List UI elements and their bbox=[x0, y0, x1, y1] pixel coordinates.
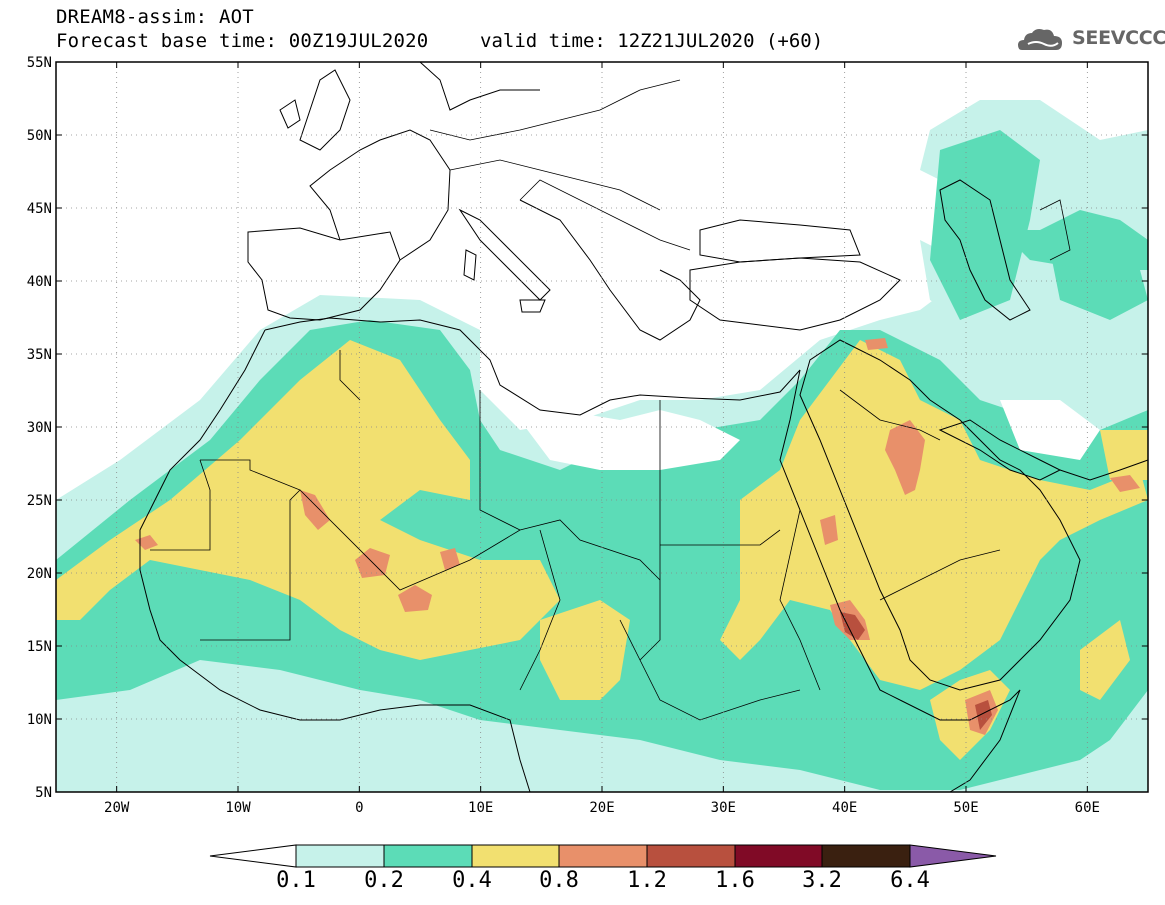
colorbar-swatch-below bbox=[209, 844, 297, 868]
country-borders bbox=[150, 79, 1071, 721]
lon-tick-label: 50E bbox=[953, 800, 978, 816]
colorbar-swatch-6 bbox=[734, 844, 823, 868]
lat-tick-label: 25N bbox=[27, 493, 52, 509]
lat-tick-label: 5N bbox=[35, 785, 52, 801]
lat-tick-label: 15N bbox=[27, 639, 52, 655]
lon-tick-label: 40E bbox=[832, 800, 857, 816]
lon-tick-label: 0 bbox=[355, 800, 363, 816]
colorbar-label: 0.1 bbox=[276, 868, 316, 893]
lon-tick-label: 20E bbox=[589, 800, 614, 816]
coastlines bbox=[139, 62, 1148, 792]
lat-tick-label: 20N bbox=[27, 566, 52, 582]
logo-text: SEEVCCC bbox=[1072, 27, 1165, 49]
aot-level-1-2 bbox=[840, 612, 992, 730]
colorbar-label: 0.2 bbox=[364, 868, 404, 893]
lon-tick-label: 20W bbox=[104, 800, 130, 816]
colorbar-label: 0.4 bbox=[452, 868, 492, 893]
colorbar-swatch-5 bbox=[646, 844, 736, 868]
colorbar-label: 6.4 bbox=[890, 868, 930, 893]
lat-tick-label: 50N bbox=[27, 128, 52, 144]
lat-tick-label: 55N bbox=[27, 55, 52, 71]
colorbar-swatch-7 bbox=[821, 844, 911, 868]
colorbar-label: 1.2 bbox=[627, 868, 667, 893]
lat-tick-label: 45N bbox=[27, 201, 52, 217]
lon-tick-label: 10E bbox=[468, 800, 493, 816]
colorbar-swatch-3 bbox=[471, 844, 560, 868]
clean-air-patch bbox=[520, 400, 1100, 470]
lat-tick-label: 35N bbox=[27, 347, 52, 363]
colorbar-label: 1.6 bbox=[715, 868, 755, 893]
colorbar-swatch-above bbox=[909, 844, 997, 868]
lon-tick-label: 60E bbox=[1075, 800, 1100, 816]
cloud-logo-icon bbox=[1018, 29, 1062, 50]
lat-lon-grid bbox=[56, 62, 1148, 792]
lon-tick-label: 30E bbox=[711, 800, 736, 816]
colorbar-label: 0.8 bbox=[539, 868, 579, 893]
map-title: DREAM8-assim: AOT bbox=[56, 6, 254, 28]
colorbar-swatch-2 bbox=[383, 844, 473, 868]
colorbar-swatch-4 bbox=[558, 844, 648, 868]
lat-tick-label: 30N bbox=[27, 420, 52, 436]
colorbar-label: 3.2 bbox=[802, 868, 842, 893]
valid-time: valid time: 12Z21JUL2020 (+60) bbox=[480, 30, 824, 52]
lon-tick-label: 10W bbox=[225, 800, 251, 816]
lat-tick-label: 40N bbox=[27, 274, 52, 290]
lat-tick-label: 10N bbox=[27, 712, 52, 728]
colorbar-swatch-1 bbox=[295, 844, 385, 868]
forecast-base-time: Forecast base time: 00Z19JUL2020 bbox=[56, 30, 429, 52]
